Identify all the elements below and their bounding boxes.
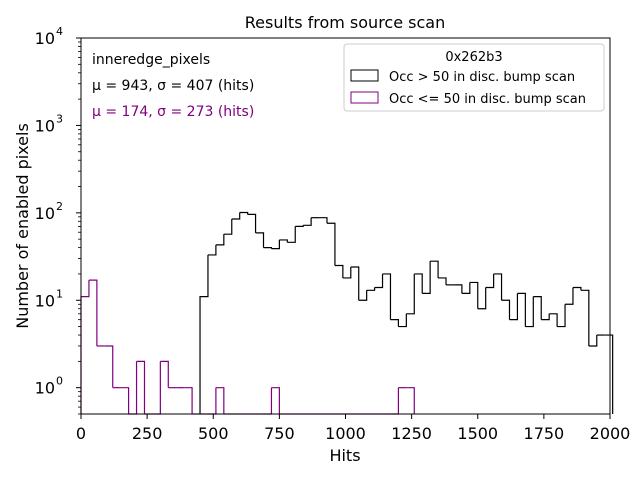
series-1-bin-45 bbox=[549, 313, 558, 327]
x-tick-label: 2000 bbox=[590, 424, 631, 443]
y-tick-label: 10 bbox=[35, 29, 55, 48]
series-1-bin-10 bbox=[271, 239, 280, 250]
series-1-bin-36 bbox=[477, 287, 487, 310]
series-1-bin-14 bbox=[303, 217, 312, 226]
series-2-bin-42 bbox=[406, 387, 415, 414]
x-tick-label: 1500 bbox=[457, 424, 498, 443]
x-tick-label: 1250 bbox=[391, 424, 432, 443]
series-1-bin-43 bbox=[533, 296, 542, 320]
legend-swatch-occ-high bbox=[350, 69, 379, 82]
legend-title: 0x262b3 bbox=[445, 50, 502, 65]
series-1-bin-2 bbox=[207, 244, 217, 256]
x-axis-label: Hits bbox=[329, 446, 360, 465]
series-1-bin-5 bbox=[231, 212, 241, 220]
x-tick-label: 1000 bbox=[325, 424, 366, 443]
x-tick-label: 0 bbox=[76, 424, 86, 443]
series-2-bin-4 bbox=[104, 345, 114, 388]
y-tick-exponent: 2 bbox=[56, 200, 63, 213]
y-axis-label: Number of enabled pixels bbox=[13, 123, 32, 329]
series-2-bin-2 bbox=[88, 279, 98, 346]
series-1-bin-19 bbox=[342, 267, 352, 279]
legend-label-occ-high: Occ > 50 in disc. bump scan bbox=[389, 70, 575, 85]
x-tick-label: 250 bbox=[132, 424, 163, 443]
series-2-bin-8 bbox=[136, 360, 146, 414]
series-2-bin-6 bbox=[120, 387, 130, 414]
series-2-bin-11 bbox=[160, 360, 169, 388]
series-1-bin-28 bbox=[414, 273, 423, 294]
series-1-bin-1 bbox=[199, 254, 209, 414]
series-1-bin-22 bbox=[366, 287, 376, 291]
series-1-bin-16 bbox=[319, 217, 328, 224]
series-1-bin-11 bbox=[279, 239, 288, 243]
series-1-bin-23 bbox=[374, 273, 384, 289]
series-1-bin-25 bbox=[390, 319, 399, 327]
series-1-bin-17 bbox=[326, 222, 336, 266]
legend-label-occ-low: Occ <= 50 in disc. bump scan bbox=[389, 92, 586, 107]
series-1-bin-34 bbox=[461, 282, 471, 294]
series-1-bin-44 bbox=[541, 313, 550, 321]
y-tick-exponent: 1 bbox=[56, 287, 63, 300]
x-tick-label: 500 bbox=[198, 424, 229, 443]
series-1-bin-38 bbox=[493, 273, 503, 301]
series-1-bin-20 bbox=[350, 266, 360, 301]
series-2-bin-25 bbox=[271, 387, 280, 414]
y-tick-exponent: 3 bbox=[56, 112, 63, 125]
series-1-bin-41 bbox=[517, 292, 526, 327]
series-1-bin-49 bbox=[580, 289, 590, 346]
y-tick-label: 10 bbox=[35, 291, 55, 310]
series-1-bin-27 bbox=[406, 273, 415, 315]
legend-swatch-occ-low bbox=[350, 91, 379, 104]
series-1-bin-30 bbox=[430, 260, 439, 278]
series-1-bin-35 bbox=[469, 281, 479, 309]
plot-frame bbox=[80, 37, 611, 415]
series-1-bin-47 bbox=[565, 287, 574, 305]
series-1-bin-31 bbox=[438, 277, 447, 285]
series-1-bin-24 bbox=[382, 273, 392, 320]
series-1-bin-52 bbox=[604, 334, 614, 414]
y-tick-label: 10 bbox=[35, 204, 55, 223]
x-tick-label: 750 bbox=[264, 424, 295, 443]
x-axis: 0 250 500 750 1000 1250 1500 1750 2000 bbox=[76, 414, 630, 443]
series-1-bin-7 bbox=[247, 213, 257, 233]
series-1-bin-50 bbox=[588, 335, 598, 347]
series-1-bin-6 bbox=[239, 211, 249, 215]
y-tick-label: 10 bbox=[35, 116, 55, 135]
series-1-bin-3 bbox=[215, 234, 225, 246]
series-1-bin-21 bbox=[358, 290, 368, 301]
series-1-bin-8 bbox=[255, 232, 265, 248]
series-1-bin-40 bbox=[509, 293, 519, 321]
series-1-bin-48 bbox=[572, 286, 582, 291]
series-1-bin-18 bbox=[334, 264, 344, 278]
series-1-bin-29 bbox=[422, 261, 431, 294]
y-tick-label: 10 bbox=[35, 379, 55, 398]
series-1-bin-4 bbox=[223, 219, 233, 235]
series-1-bin-42 bbox=[525, 296, 534, 328]
series-2-bin-14 bbox=[184, 387, 193, 414]
y-tick-exponent: 0 bbox=[56, 375, 63, 388]
series-1-bin-26 bbox=[398, 313, 407, 328]
legend: 0x262b3 Occ > 50 in disc. bump scan Occ … bbox=[343, 43, 605, 112]
chart-title: Results from source scan bbox=[245, 13, 445, 32]
series-1-bin-12 bbox=[287, 226, 296, 243]
annotation-stats-occ-high: μ = 943, σ = 407 (hits) bbox=[92, 78, 254, 94]
legend-frame bbox=[343, 43, 605, 112]
annotation-pixel-group: inneredge_pixels bbox=[92, 52, 210, 68]
series-2-bin-18 bbox=[215, 387, 225, 414]
series-1-bin-46 bbox=[557, 304, 566, 328]
annotation-stats-occ-low: μ = 174, σ = 273 (hits) bbox=[92, 104, 254, 120]
y-tick-exponent: 4 bbox=[56, 25, 63, 38]
series-1-bin-37 bbox=[485, 273, 495, 289]
x-tick-label: 1750 bbox=[524, 424, 565, 443]
series-1-bin-33 bbox=[453, 284, 463, 294]
series-1-bin-39 bbox=[501, 299, 511, 320]
